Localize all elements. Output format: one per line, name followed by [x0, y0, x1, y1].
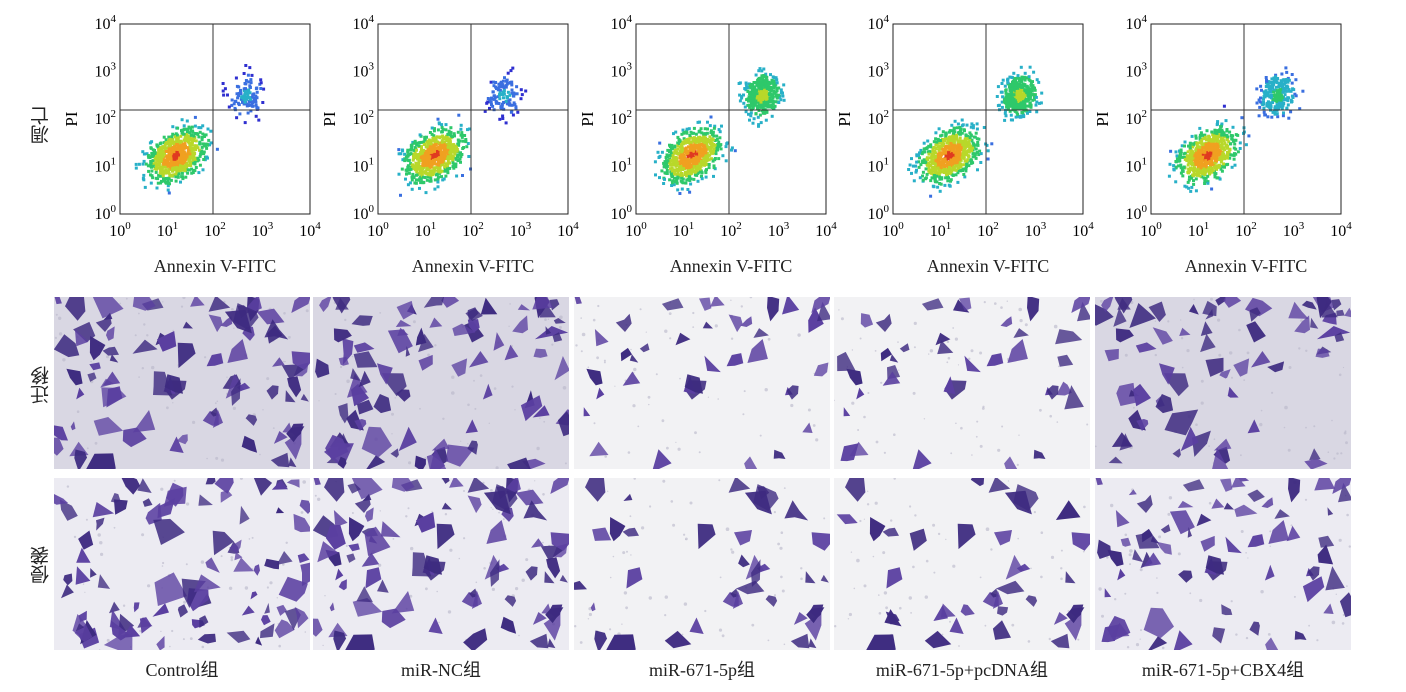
y-axis-label: PI	[62, 111, 81, 126]
x-axis-label: Annexin V-FITC	[669, 256, 793, 276]
x-tick-label: 103	[1283, 220, 1305, 240]
x-tick-label: 104	[1330, 220, 1352, 240]
y-axis-label: PI	[1093, 111, 1112, 126]
x-tick-label: 101	[673, 220, 695, 240]
x-tick-label: 104	[557, 220, 579, 240]
y-tick-label: 103	[611, 61, 633, 81]
y-axis-label: PI	[835, 111, 854, 126]
y-tick-label: 104	[353, 13, 375, 33]
y-tick-label: 101	[95, 156, 117, 176]
y-tick-label: 103	[1126, 61, 1148, 81]
density-dots	[134, 64, 266, 195]
x-tick-label: 103	[768, 220, 790, 240]
flow-plot-panel: 100 100 101 101 102 102 103 103 104 104 PI	[1081, 0, 1352, 250]
x-tick-label: 102	[1235, 220, 1257, 240]
x-tick-label: 103	[510, 220, 532, 240]
plot-frame	[119, 23, 311, 215]
y-tick-label: 100	[611, 203, 633, 223]
plot-frame	[892, 23, 1084, 215]
flow-plot-panel: 100 100 101 101 102 102 103 103 104 104 PI	[566, 0, 837, 250]
x-tick-label: 103	[252, 220, 274, 240]
group-label: miR-671-5p+pcDNA组	[875, 660, 1049, 680]
y-tick-label: 102	[611, 108, 633, 128]
y-tick-label: 102	[353, 108, 375, 128]
y-tick-label: 101	[868, 156, 890, 176]
density-dots	[1167, 66, 1305, 193]
x-tick-label: 100	[625, 220, 647, 240]
x-tick-label: 100	[1140, 220, 1162, 240]
x-tick-label: 101	[415, 220, 437, 240]
x-tick-label: 101	[1188, 220, 1210, 240]
density-dots	[907, 65, 1044, 198]
x-tick-label: 101	[930, 220, 952, 240]
x-axis-label: Annexin V-FITC	[153, 256, 277, 276]
invasion-micrograph	[313, 478, 569, 650]
y-tick-label: 100	[353, 203, 375, 223]
x-axis-label: Annexin V-FITC	[1184, 256, 1308, 276]
y-tick-label: 100	[1126, 203, 1148, 223]
plot-frame	[377, 23, 569, 215]
x-tick-label: 102	[720, 220, 742, 240]
x-tick-label: 102	[462, 220, 484, 240]
x-tick-label: 102	[977, 220, 999, 240]
invasion-micrograph	[54, 478, 310, 650]
y-tick-label: 102	[868, 108, 890, 128]
migration-micrograph	[574, 297, 830, 469]
y-tick-label: 100	[868, 203, 890, 223]
y-tick-label: 103	[868, 61, 890, 81]
y-tick-label: 104	[611, 13, 633, 33]
y-tick-label: 103	[95, 61, 117, 81]
y-axis-label: PI	[578, 111, 597, 126]
y-axis-label: PI	[320, 111, 339, 126]
invasion-micrograph	[834, 478, 1090, 650]
y-tick-label: 102	[95, 108, 117, 128]
x-tick-label: 100	[367, 220, 389, 240]
migration-micrograph	[54, 297, 310, 469]
y-tick-label: 104	[868, 13, 890, 33]
invasion-micrograph	[574, 478, 830, 650]
invasion-micrograph	[1095, 478, 1351, 650]
y-tick-label: 101	[1126, 156, 1148, 176]
density-dots	[397, 66, 528, 197]
plot-frame	[635, 23, 827, 215]
group-label: Control组	[145, 660, 219, 680]
x-axis-label: Annexin V-FITC	[411, 256, 535, 276]
x-tick-label: 100	[109, 220, 131, 240]
x-tick-label: 104	[299, 220, 321, 240]
density-dots	[653, 67, 786, 195]
x-tick-label: 104	[1072, 220, 1094, 240]
group-label: miR-671-5p组	[649, 660, 755, 680]
y-tick-label: 101	[611, 156, 633, 176]
migration-micrograph	[1095, 297, 1351, 469]
flow-plot-panel: 100 100 101 101 102 102 103 103 104 104 PI	[308, 0, 579, 250]
y-tick-label: 104	[95, 13, 117, 33]
y-tick-label: 102	[1126, 108, 1148, 128]
group-label: miR-NC组	[400, 660, 481, 680]
x-axis-label: Annexin V-FITC	[926, 256, 1050, 276]
y-tick-label: 104	[1126, 13, 1148, 33]
flow-plot-panel: 100 100 101 101 102 102 103 103 104 104 PI	[823, 0, 1094, 250]
y-tick-label: 103	[353, 61, 375, 81]
x-tick-label: 102	[204, 220, 226, 240]
migration-micrograph	[313, 297, 569, 469]
migration-micrograph	[834, 297, 1090, 469]
plot-frame	[1150, 23, 1342, 215]
y-tick-label: 101	[353, 156, 375, 176]
x-tick-label: 104	[815, 220, 837, 240]
x-tick-label: 101	[157, 220, 179, 240]
x-tick-label: 100	[882, 220, 904, 240]
group-label: miR-671-5p+CBX4组	[1141, 660, 1305, 680]
flow-plot-panel: 100 100 101 101 102 102 103 103 104 104 PI	[50, 0, 321, 250]
x-tick-label: 103	[1025, 220, 1047, 240]
y-tick-label: 100	[95, 203, 117, 223]
